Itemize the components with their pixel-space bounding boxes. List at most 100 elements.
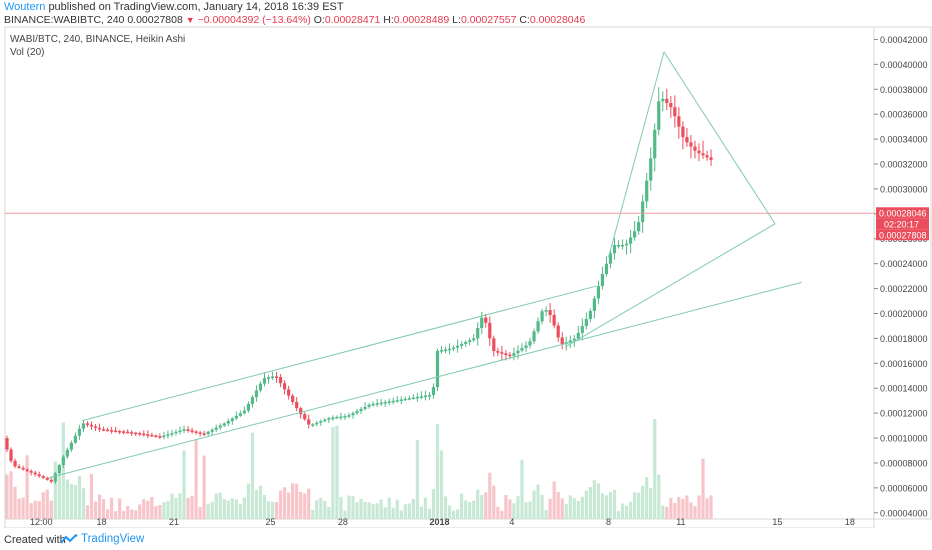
volume-bar xyxy=(57,474,61,519)
time-tick-label: 28 xyxy=(338,517,348,527)
candle-body xyxy=(508,354,512,357)
candle-body xyxy=(77,428,82,436)
candle-body xyxy=(596,286,601,299)
price-chart[interactable]: 0.00004000 0.00006000 0.00008000 0.00010000… xyxy=(0,26,932,528)
price-tick-label: 0.00034000 xyxy=(880,135,928,145)
volume-bar xyxy=(460,493,464,519)
candle-body xyxy=(287,389,291,396)
candle-body xyxy=(210,429,214,432)
candle-body xyxy=(685,137,689,143)
candle-body xyxy=(327,418,331,420)
candle-body xyxy=(230,418,234,422)
volume-bar xyxy=(415,440,419,519)
volume-bar xyxy=(186,497,190,519)
trendline[interactable] xyxy=(663,51,776,225)
volume-bar xyxy=(584,490,588,519)
price-tick-label: 0.00008000 xyxy=(880,458,928,468)
volume-bar xyxy=(399,510,403,519)
candle-body xyxy=(456,345,460,348)
price-tick-label: 0.00032000 xyxy=(880,160,928,170)
volume-bar xyxy=(222,499,226,519)
candle-body xyxy=(556,325,560,338)
time-tick-label: 4 xyxy=(509,517,514,527)
price-axis[interactable] xyxy=(873,26,932,520)
candle-body xyxy=(105,429,110,432)
candle-body xyxy=(291,395,295,402)
candle-body xyxy=(419,396,423,398)
volume-bar xyxy=(323,500,327,519)
time-axis-ticks: 12:00 18 21 25 28 2018 4 8 11 15 18 xyxy=(30,517,855,527)
volume-bar xyxy=(693,506,697,519)
candle-body xyxy=(122,431,126,433)
volume-bar xyxy=(669,498,673,519)
trendline[interactable] xyxy=(607,51,665,258)
volume-bar xyxy=(287,492,291,519)
candle-body xyxy=(21,467,25,470)
candle-body xyxy=(37,474,41,477)
trendline[interactable] xyxy=(564,223,776,348)
tradingview-brand[interactable]: TradingView xyxy=(60,533,144,545)
candle-body xyxy=(347,415,351,417)
candle-body xyxy=(126,431,130,434)
candle-body xyxy=(451,347,456,350)
open-value: 0.00028471 xyxy=(324,14,381,26)
tradingview-logo-icon xyxy=(60,534,78,544)
volume-bar xyxy=(218,492,222,519)
candle-body xyxy=(383,402,387,404)
candle-body xyxy=(9,449,13,461)
time-axis[interactable] xyxy=(4,518,875,528)
symbol-text: BINANCE:WABIBTC, 240 xyxy=(4,14,125,26)
candle-body xyxy=(202,433,206,435)
volume-bar xyxy=(504,494,508,519)
candle-body xyxy=(182,429,186,431)
volume-bar xyxy=(339,496,343,519)
volume-bar xyxy=(375,503,379,519)
volume-bar xyxy=(105,509,110,519)
volume-bar xyxy=(532,490,536,519)
candle-body xyxy=(476,328,480,339)
volume-bar xyxy=(343,510,347,519)
time-tick-label: 2018 xyxy=(429,517,449,527)
volume-bar xyxy=(395,499,399,519)
trendline[interactable] xyxy=(48,281,802,479)
candle-body xyxy=(150,434,154,437)
candle-body xyxy=(443,349,448,351)
candle-body xyxy=(697,150,701,154)
candle-body xyxy=(496,351,500,353)
candle-body xyxy=(315,422,319,425)
volume-bar xyxy=(488,472,492,519)
volume-bar xyxy=(254,490,259,519)
candle-body xyxy=(689,142,693,147)
candle-body xyxy=(580,325,584,333)
time-tick-label: 18 xyxy=(97,517,107,527)
candle-body xyxy=(604,263,609,275)
volume-bar xyxy=(122,510,126,519)
volume-bar xyxy=(572,498,576,519)
volume-bar xyxy=(61,422,65,519)
volume-bar xyxy=(174,497,178,519)
volume-bar xyxy=(456,509,460,519)
candle-body xyxy=(488,322,492,339)
candle-body xyxy=(693,146,697,151)
candle-body xyxy=(649,158,653,181)
volume-bar xyxy=(138,504,142,519)
volume-bar xyxy=(13,486,17,519)
volume-bar xyxy=(540,494,544,519)
volume-bar xyxy=(303,493,307,519)
candle-body xyxy=(170,433,174,435)
candle-body xyxy=(677,116,681,127)
candle-body xyxy=(681,126,685,138)
volume-bar xyxy=(645,477,649,519)
candle-body xyxy=(69,442,73,450)
candle-body xyxy=(53,473,57,482)
trendline[interactable] xyxy=(82,285,597,422)
candle-body xyxy=(110,430,114,432)
author-link[interactable]: Woutern xyxy=(4,1,46,13)
countdown-tag xyxy=(876,218,929,230)
volume-bar xyxy=(697,495,701,519)
trendlines[interactable] xyxy=(5,51,874,479)
candle-body xyxy=(158,436,162,438)
volume-bar xyxy=(500,510,504,519)
candle-body xyxy=(323,419,327,422)
volume-bar xyxy=(580,496,584,519)
